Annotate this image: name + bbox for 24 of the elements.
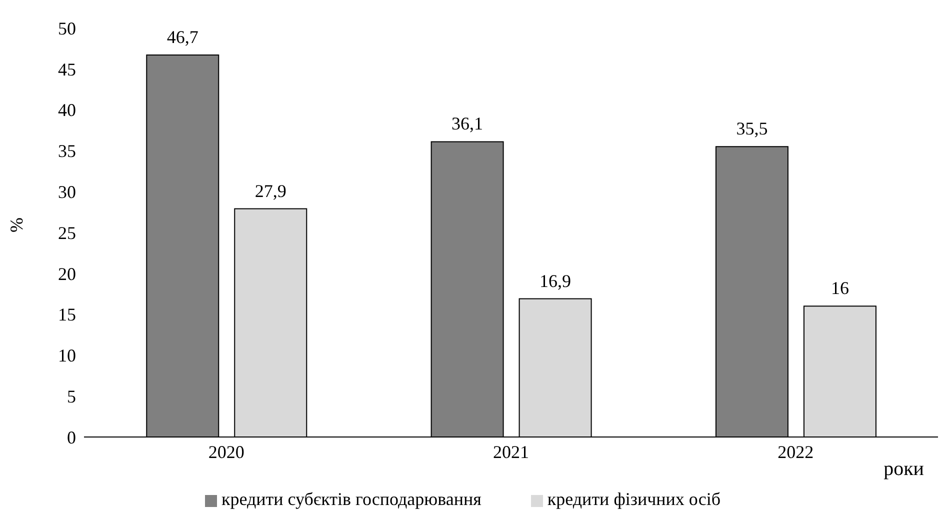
- y-axis-title: %: [6, 218, 26, 232]
- data-label: 16,9: [540, 270, 572, 291]
- legend-label: кредити субєктів господарювання: [221, 489, 482, 509]
- data-label: 27,9: [254, 180, 286, 201]
- data-label: 36,1: [452, 114, 484, 134]
- y-tick-label: 10: [58, 346, 76, 366]
- y-tick-label: 20: [58, 264, 76, 284]
- legend-label: кредити фізичних осіб: [547, 489, 721, 509]
- data-label: 46,7: [166, 26, 198, 47]
- y-tick-label: 40: [58, 100, 76, 120]
- x-tick-label: 2022: [778, 442, 814, 462]
- y-tick-label: 35: [58, 141, 76, 162]
- data-label: 16: [830, 278, 849, 298]
- y-tick-label: 5: [67, 386, 76, 406]
- x-tick-label: 2020: [208, 442, 244, 462]
- y-tick-label: 25: [58, 222, 76, 243]
- y-tick-label: 30: [58, 182, 76, 202]
- x-axis-title: роки: [884, 458, 924, 480]
- data-label: 35,5: [736, 118, 768, 139]
- y-tick-label: 15: [58, 304, 76, 325]
- y-tick-label: 0: [67, 427, 76, 448]
- y-tick-label: 50: [58, 18, 76, 38]
- y-tick-label: 45: [58, 59, 76, 80]
- x-tick-label: 2021: [493, 442, 529, 462]
